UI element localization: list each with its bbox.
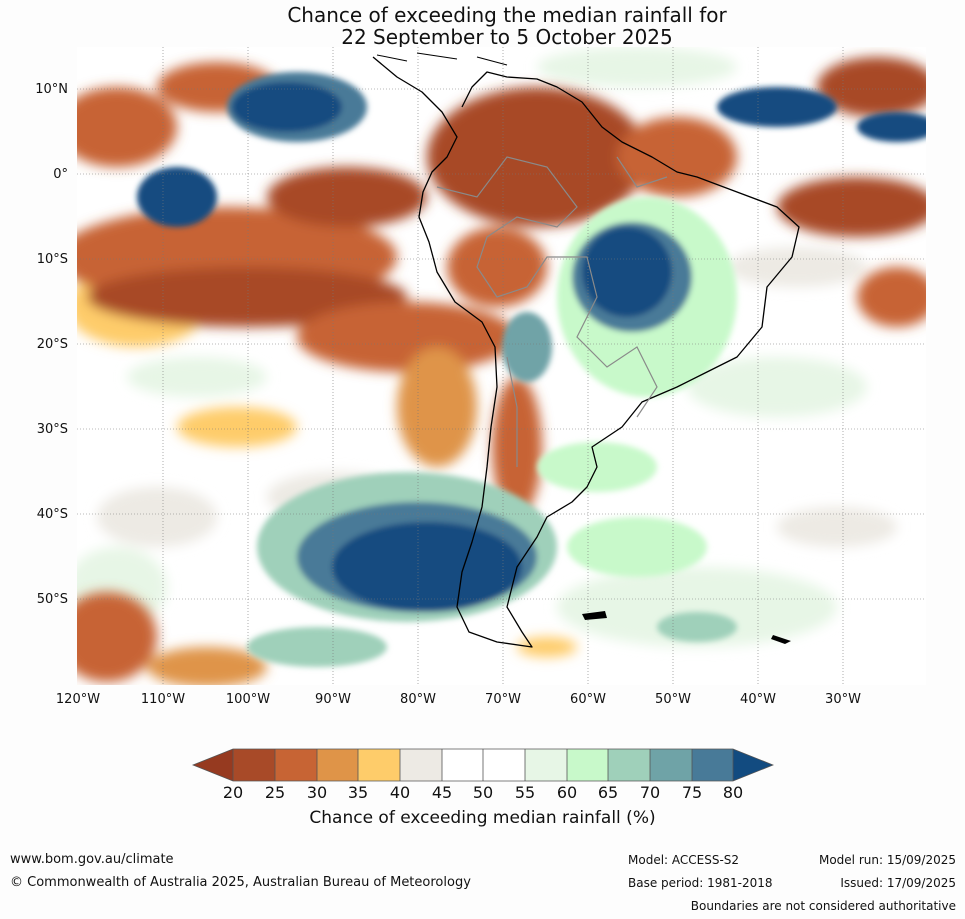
colorbar-tick-80: 80	[722, 783, 744, 802]
lon-label-90w: 90°W	[315, 692, 351, 707]
colorbar-30-35	[317, 749, 358, 781]
lon-label-120w: 120°W	[55, 692, 101, 707]
lat-label-10s: 10°S	[36, 252, 68, 267]
colorbar-tick-40: 40	[389, 783, 411, 802]
boundaries-note: Boundaries are not considered authoritat…	[690, 899, 956, 913]
caribbean-islands	[376, 52, 508, 66]
colorbar-45-50	[442, 749, 483, 781]
colorbar-65-70	[608, 749, 650, 781]
title-line-2: 22 September to 5 October 2025	[341, 25, 673, 49]
colorbar-40-45	[400, 749, 442, 781]
colorbar-tick-75: 75	[681, 783, 703, 802]
colorbar-tick-30: 30	[306, 783, 328, 802]
country-borders	[436, 156, 668, 467]
colorbar-70-75	[650, 749, 692, 781]
wet-regions	[137, 72, 926, 667]
base-period: Base period: 1981-2018	[628, 876, 773, 890]
model-name: Model: ACCESS-S2	[628, 853, 740, 867]
graticule	[77, 47, 926, 685]
bom-url: www.bom.gov.au/climate	[10, 852, 174, 867]
lon-label-100w: 100°W	[225, 692, 271, 707]
colorbar-tick-60: 60	[556, 783, 578, 802]
lat-label-50s: 50°S	[36, 592, 68, 607]
falkland-islands	[582, 611, 607, 620]
colorbar-35-40	[358, 749, 400, 781]
colorbar-55-60	[525, 749, 567, 781]
colorbar-25-30	[275, 749, 317, 781]
lon-label-70w: 70°W	[485, 692, 521, 707]
colorbar-title: Chance of exceeding median rainfall (%)	[309, 808, 656, 828]
rainfall-map	[77, 47, 926, 685]
colorbar-tick-20: 20	[222, 783, 244, 802]
colorbar-20-25	[233, 749, 275, 781]
colorbar-tick-35: 35	[347, 783, 369, 802]
colorbar-tick-25: 25	[264, 783, 286, 802]
colorbar-tick-45: 45	[431, 783, 453, 802]
model-run-date: Model run: 15/09/2025	[818, 853, 956, 867]
colorbar-tick-65: 65	[597, 783, 619, 802]
issued-date: Issued: 17/09/2025	[840, 876, 956, 890]
south-georgia	[771, 635, 791, 644]
title-line-1: Chance of exceeding the median rainfall …	[287, 3, 727, 27]
colorbar-50-55	[483, 749, 525, 781]
lon-label-40w: 40°W	[740, 692, 776, 707]
colorbar-75-80	[692, 749, 733, 781]
colorbar-above-80	[733, 749, 773, 781]
lon-label-110w: 110°W	[140, 692, 186, 707]
map-title: Chance of exceeding the median rainfall …	[0, 4, 965, 48]
colorbar-60-65	[567, 749, 608, 781]
lon-label-50w: 50°W	[655, 692, 691, 707]
lat-label-0: 0°	[53, 167, 68, 182]
colorbar-tick-50: 50	[472, 783, 494, 802]
copyright-text: © Commonwealth of Australia 2025, Austra…	[10, 875, 471, 890]
south-america-coastline	[372, 56, 800, 648]
lon-label-80w: 80°W	[400, 692, 436, 707]
colorbar-below-20	[193, 749, 233, 781]
lat-label-30s: 30°S	[36, 422, 68, 437]
lon-label-30w: 30°W	[825, 692, 861, 707]
rainfall-map-svg	[77, 47, 926, 685]
lon-label-60w: 60°W	[570, 692, 606, 707]
dry-regions	[77, 57, 926, 685]
colorbar-tick-55: 55	[514, 783, 536, 802]
lat-label-40s: 40°S	[36, 507, 68, 522]
lat-label-10n: 10°N	[35, 82, 68, 97]
colorbar	[192, 748, 774, 782]
colorbar-tick-70: 70	[639, 783, 661, 802]
lat-label-20s: 20°S	[36, 337, 68, 352]
